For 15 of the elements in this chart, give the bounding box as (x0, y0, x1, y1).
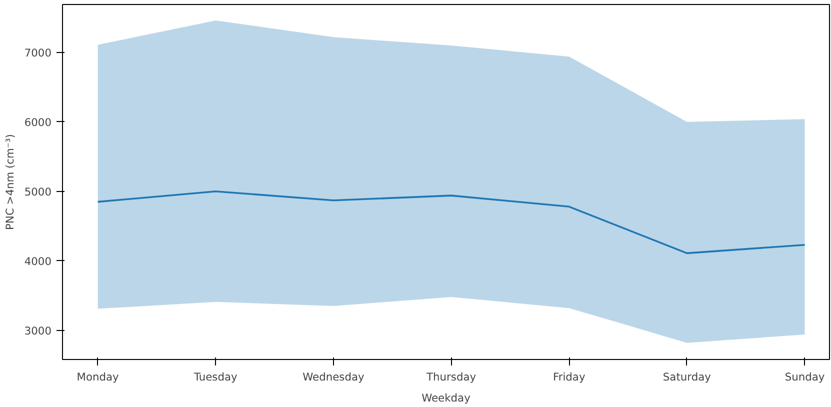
x-tick-label: Saturday (662, 370, 711, 384)
y-tick-label: 5000 (24, 185, 52, 198)
y-axis-title: PNC >4nm (cm⁻³) (3, 134, 16, 230)
y-tick-label: 6000 (24, 116, 52, 129)
x-tick-label: Thursday (426, 370, 476, 384)
x-tick-label: Friday (552, 370, 586, 384)
y-tick-label: 4000 (24, 254, 52, 268)
x-tick-label: Sunday (784, 370, 825, 384)
line-series (96, 190, 806, 254)
y-tick-label: 3000 (24, 324, 52, 338)
x-tick-label: Wednesday (302, 370, 364, 384)
x-axis-title: Weekday (422, 392, 470, 404)
y-tick-label: 7000 (24, 46, 52, 60)
x-tick-label: Monday (76, 370, 119, 384)
x-tick-label: Tuesday (192, 370, 238, 384)
